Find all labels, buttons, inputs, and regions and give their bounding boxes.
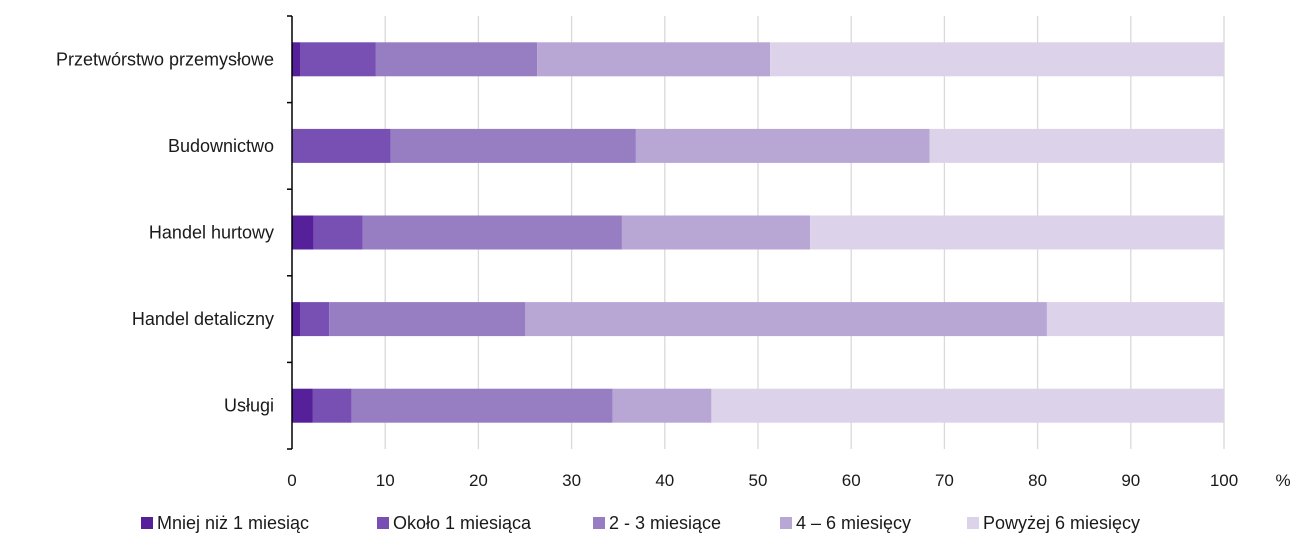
x-tick-label: 70 [935, 471, 954, 490]
x-tick-label: 10 [376, 471, 395, 490]
bars [292, 42, 1224, 423]
bar-segment [300, 42, 376, 77]
category-label: Handel hurtowy [149, 223, 274, 243]
x-tick-label: 0 [287, 471, 296, 490]
x-tick-label: 90 [1121, 471, 1140, 490]
legend: Mniej niż 1 miesiąc Około 1 miesiąca 2 - 3… [141, 513, 1140, 533]
x-unit-label: % [1275, 471, 1290, 490]
bar-segment [312, 388, 352, 423]
category-label: Handel detaliczny [132, 309, 274, 329]
legend-swatch [593, 517, 605, 529]
x-tick-label: 20 [469, 471, 488, 490]
bar-segment [292, 215, 314, 250]
x-tick-labels: 0 10 20 30 40 50 60 70 80 90 100 [287, 471, 1238, 490]
bar-segment [1046, 302, 1224, 337]
category-label: Budownictwo [168, 136, 274, 156]
bar-segment [351, 388, 613, 423]
legend-label: 4 – 6 miesięcy [796, 513, 911, 533]
legend-swatch [377, 517, 389, 529]
legend-label: Powyżej 6 miesięcy [983, 513, 1140, 533]
bar-segment [929, 128, 1224, 163]
bar-segment [292, 128, 391, 163]
bar-segment [621, 215, 811, 250]
bar-segment [300, 302, 330, 337]
bar-segment [635, 128, 930, 163]
bar-segment [292, 302, 301, 337]
bar-segment [292, 388, 313, 423]
bar-segment [810, 215, 1224, 250]
legend-swatch [967, 517, 979, 529]
axes [287, 15, 293, 450]
legend-swatch [780, 517, 792, 529]
bar-segment [711, 388, 1224, 423]
bar-segment [770, 42, 1224, 77]
legend-label: Mniej niż 1 miesiąc [157, 513, 309, 533]
bar-segment [362, 215, 622, 250]
bar-segment [313, 215, 363, 250]
category-label: Przetwórstwo przemysłowe [56, 49, 274, 69]
bar-segment [612, 388, 712, 423]
legend-label: 2 - 3 miesiące [609, 513, 721, 533]
bar-segment [375, 42, 538, 77]
x-tick-label: 100 [1210, 471, 1238, 490]
bar-segment [537, 42, 771, 77]
category-labels: Przetwórstwo przemysłowe Budownictwo Hande… [56, 49, 274, 415]
legend-swatch [141, 517, 153, 529]
x-tick-label: 30 [562, 471, 581, 490]
bar-segment [525, 302, 1047, 337]
x-tick-label: 50 [749, 471, 768, 490]
bar-segment [390, 128, 636, 163]
x-tick-label: 60 [842, 471, 861, 490]
bar-segment [292, 42, 301, 77]
bar-segment [329, 302, 525, 337]
legend-label: Około 1 miesiąca [393, 513, 532, 533]
x-tick-label: 40 [655, 471, 674, 490]
category-label: Usługi [224, 396, 274, 416]
x-tick-label: 80 [1028, 471, 1047, 490]
